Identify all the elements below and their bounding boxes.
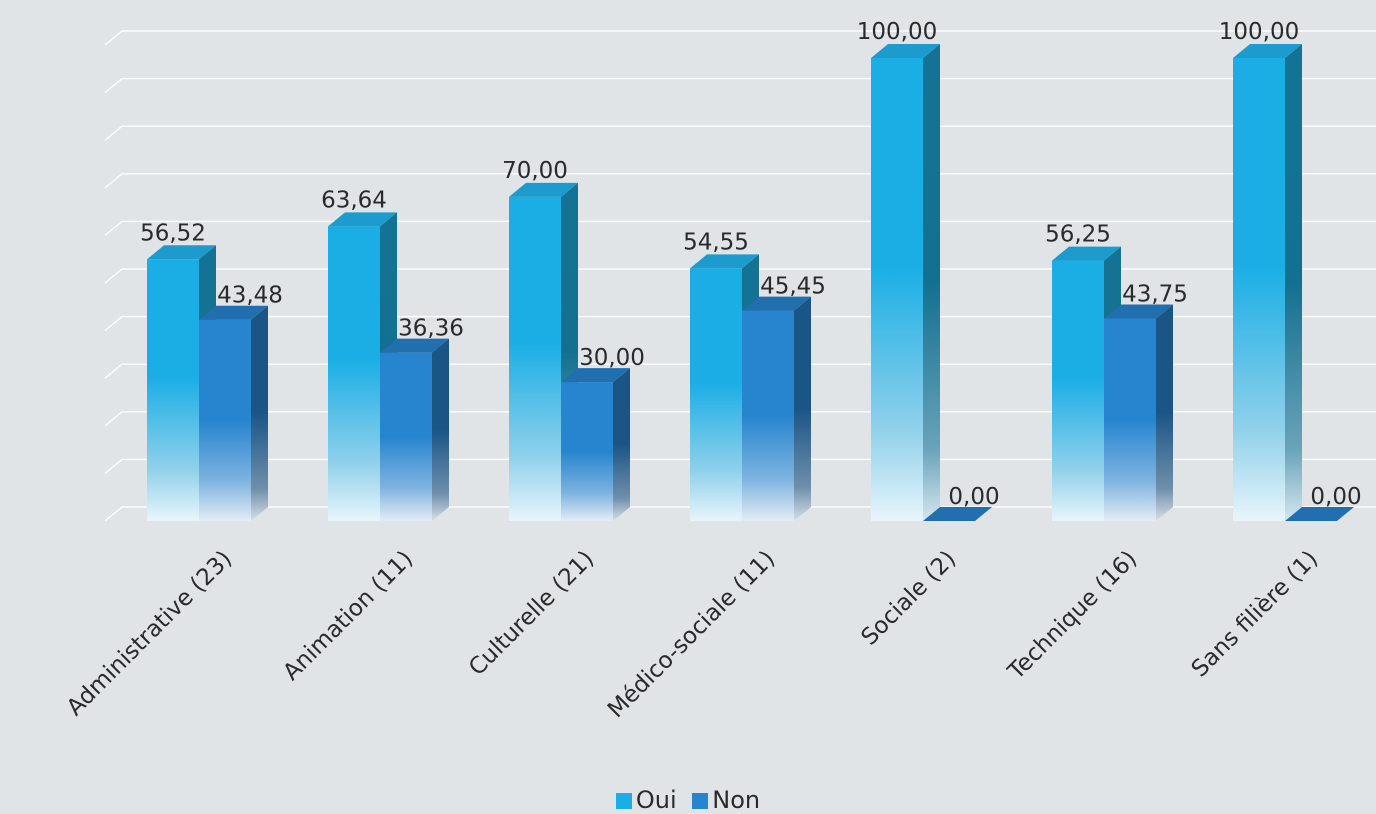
legend-item-oui: Oui [615, 786, 677, 814]
gridline [104, 268, 1376, 284]
bar-non-2 [561, 368, 630, 521]
gridline [104, 220, 1376, 236]
category-label-6: Sans filière (1) [1187, 546, 1323, 682]
bar-non-1 [380, 338, 449, 521]
legend-swatch-non [692, 793, 709, 809]
value-label-non-3: 45,45 [760, 274, 826, 300]
bar-non-5 [1104, 304, 1173, 521]
value-label-oui-3: 54,55 [683, 229, 749, 255]
category-labels: Administrative (23) Animation (11) Culture… [62, 546, 1323, 723]
value-label-oui-0: 56,52 [140, 220, 206, 246]
value-label-non-4: 0,00 [948, 484, 999, 510]
value-label-non-1: 36,36 [398, 316, 464, 342]
legend-label-non: Non [712, 786, 761, 814]
value-label-oui-1: 63,64 [321, 187, 387, 213]
gridline [104, 315, 1376, 332]
bar-oui-4 [871, 44, 940, 521]
bar-non-3 [742, 296, 811, 521]
category-label-1: Animation (11) [278, 546, 418, 686]
value-label-oui-2: 70,00 [502, 158, 568, 184]
legend-item-non: Non [692, 786, 760, 814]
category-label-0: Administrative (23) [62, 546, 237, 721]
value-label-non-5: 43,75 [1122, 281, 1188, 307]
category-label-5: Technique (16) [1003, 546, 1143, 686]
gridlines [104, 30, 1376, 522]
legend: Oui Non [0, 786, 1376, 814]
bar-non-4 [923, 507, 992, 521]
value-label-non-0: 43,48 [217, 283, 283, 309]
gridline [104, 173, 1376, 189]
value-label-non-6: 0,00 [1310, 484, 1361, 510]
gridline [104, 77, 1376, 94]
gridline [104, 125, 1376, 141]
value-label-oui-6: 100,00 [1219, 19, 1299, 45]
value-label-oui-4: 100,00 [857, 19, 937, 45]
legend-swatch-oui [615, 793, 632, 809]
category-label-4: Sociale (2) [856, 546, 961, 651]
value-label-non-2: 30,00 [579, 345, 645, 371]
value-label-oui-5: 56,25 [1045, 222, 1111, 248]
value-labels: 56,52 43,48 63,64 36,36 70,00 30,00 54,55 45,45… [140, 19, 1362, 510]
bar-non-6 [1285, 507, 1354, 521]
gridline [104, 458, 1376, 474]
bar-oui-6 [1233, 44, 1302, 521]
gridline [104, 411, 1376, 427]
bars [147, 44, 1354, 522]
category-label-3: Médico-sociale (11) [603, 546, 780, 723]
gridline [104, 363, 1376, 379]
legend-label-oui: Oui [635, 786, 677, 814]
bar-non-0 [199, 305, 268, 521]
category-label-2: Culturelle (21) [464, 546, 599, 681]
gridline [104, 30, 1376, 46]
